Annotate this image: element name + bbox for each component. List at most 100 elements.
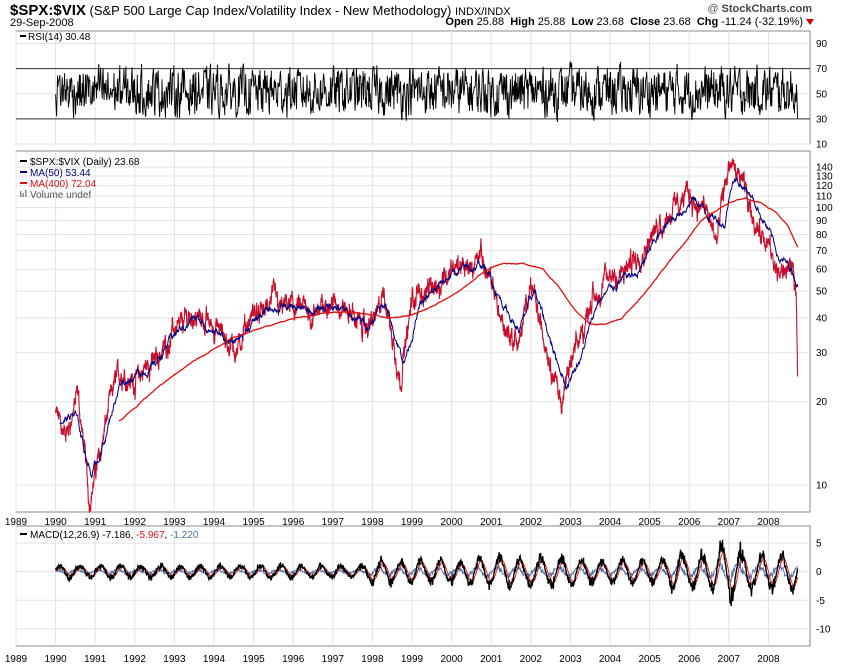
y-axis-ticks: 1030507090102030405060708090100110120130… (816, 39, 833, 635)
low-value: 23.68 (596, 16, 624, 28)
y-tick-label: 80 (816, 230, 828, 241)
high-value: 25.88 (537, 16, 566, 28)
x-tick-label: 1991 (84, 517, 107, 528)
x-tick-label: 2008 (757, 517, 780, 528)
down-arrow-icon (806, 19, 814, 26)
macd-legend: MACD(12,26,9) -7.186, -5.967, -1.220 (20, 530, 199, 541)
x-tick-label: 1993 (163, 517, 186, 528)
x-tick-label: 1998 (361, 517, 384, 528)
x-tick-label: 1989 (5, 517, 28, 528)
volume-legend-label: Volume undef (30, 190, 91, 201)
x-tick-label: 2000 (440, 654, 463, 665)
x-tick-label: 2007 (718, 517, 741, 528)
x-tick-label: 1989 (5, 654, 28, 665)
y-tick-label: 10 (816, 140, 828, 151)
x-tick-label: 2001 (480, 654, 503, 665)
macd-legend-label: MACD(12,26,9) (30, 530, 99, 541)
y-tick-label: 70 (816, 246, 828, 257)
ma50-line (59, 176, 799, 479)
y-tick-label: 130 (816, 172, 833, 183)
x-tick-label: 1997 (322, 517, 345, 528)
ma400-line (118, 197, 799, 422)
price-grid (15, 151, 810, 512)
chart-date: 29-Sep-2008 (10, 17, 74, 29)
macd-legend-value: -7.186 (102, 530, 131, 541)
x-tick-label: 1999 (401, 654, 424, 665)
rsi-legend-label: RSI(14) 30.48 (28, 32, 91, 43)
x-tick-label: 2004 (599, 517, 622, 528)
x-tick-label: 1999 (401, 517, 424, 528)
rsi-path (55, 61, 799, 123)
x-tick-label: 1993 (163, 654, 186, 665)
x-tick-label: 1996 (282, 517, 305, 528)
chg-value: -11.24 (-32.19%) (721, 16, 803, 28)
x-tick-label: 1994 (203, 654, 226, 665)
close-value: 23.68 (663, 16, 691, 28)
high-label: High (510, 16, 535, 28)
x-tick-label: 2007 (718, 654, 741, 665)
macd-histogram-value: -1.220 (170, 530, 199, 541)
y-tick-label: 50 (816, 287, 828, 298)
macd-series (54, 539, 799, 607)
y-tick-label: 70 (816, 64, 828, 75)
price-legend: $SPX:$VIX (Daily) 23.68 MA(50) 53.44 MA(… (20, 157, 140, 201)
x-tick-label: 2008 (757, 654, 780, 665)
credit: @ StockCharts.com (707, 3, 812, 15)
y-tick-label: 90 (816, 216, 828, 227)
x-tick-label: 2002 (520, 517, 543, 528)
credit-name: StockCharts.com (721, 3, 812, 15)
x-tick-label: 1998 (361, 654, 384, 665)
chart-title: $SPX:$VIX (S&P 500 Large Cap Index/Volat… (10, 2, 511, 19)
symbol: $SPX:$VIX (10, 2, 86, 19)
x-tick-label: 2003 (559, 654, 582, 665)
y-tick-label: 140 (816, 163, 833, 174)
x-tick-label: 2002 (520, 654, 543, 665)
ohlc-bar: Open 25.88 High 25.88 Low 23.68 Close 23… (445, 16, 814, 28)
macd-legend-text: MACD(12,26,9) -7.186, -5.967, -1.220 (30, 530, 199, 541)
y-tick-label: 0 (816, 567, 822, 578)
exchange: INDX/INDX (454, 6, 511, 18)
y-tick-label: 110 (816, 192, 832, 203)
x-tick-label: 1990 (44, 517, 67, 528)
x-tick-label: 2003 (559, 517, 582, 528)
y-tick-label: 20 (816, 397, 828, 408)
x-tick-label: 1990 (44, 654, 67, 665)
x-tick-label: 1995 (242, 517, 265, 528)
y-tick-label: 30 (816, 114, 828, 125)
x-tick-label: 1992 (124, 517, 147, 528)
x-tick-label: 2000 (440, 517, 463, 528)
y-tick-label: 40 (816, 314, 828, 325)
open-value: 25.88 (476, 16, 505, 28)
y-tick-label: 50 (816, 89, 828, 100)
low-label: Low (571, 16, 594, 28)
credit-prefix: @ (707, 3, 719, 15)
x-tick-label: 2006 (678, 517, 701, 528)
y-tick-label: 5 (816, 539, 822, 550)
y-tick-label: 60 (816, 265, 828, 276)
y-tick-label: -5 (816, 596, 825, 607)
x-tick-label: 1991 (84, 654, 107, 665)
open-label: Open (445, 16, 474, 28)
rsi-line (55, 61, 799, 123)
y-tick-label: 30 (816, 348, 828, 359)
volume-legend-swatch (20, 190, 27, 197)
y-tick-label: 90 (816, 39, 828, 50)
price-legend-label: $SPX:$VIX (Daily) 23.68 (30, 157, 140, 168)
x-tick-label: 1996 (282, 654, 305, 665)
x-tick-label: 2005 (638, 517, 661, 528)
x-tick-label: 1997 (322, 654, 345, 665)
close-label: Close (630, 16, 661, 28)
x-tick-label: 1995 (242, 654, 265, 665)
x-tick-label: 2005 (638, 654, 661, 665)
y-tick-label: -10 (816, 624, 831, 635)
ma400-legend-label: MA(400) 72.04 (30, 179, 97, 190)
ma50-legend-label: MA(50) 53.44 (30, 168, 91, 179)
symbol-description: (S&P 500 Large Cap Index/Volatility Inde… (89, 3, 452, 18)
x-tick-label: 1992 (124, 654, 147, 665)
x-tick-label: 2004 (599, 654, 622, 665)
y-tick-label: 120 (816, 181, 833, 192)
x-axis-ticks: 1989 1989 1990 1990 1991 1991 1992 1992 1993 1993… (5, 517, 780, 665)
x-tick-label: 2006 (678, 654, 701, 665)
x-tick-label: 1994 (203, 517, 226, 528)
rsi-legend: RSI(14) 30.48 (20, 32, 91, 43)
